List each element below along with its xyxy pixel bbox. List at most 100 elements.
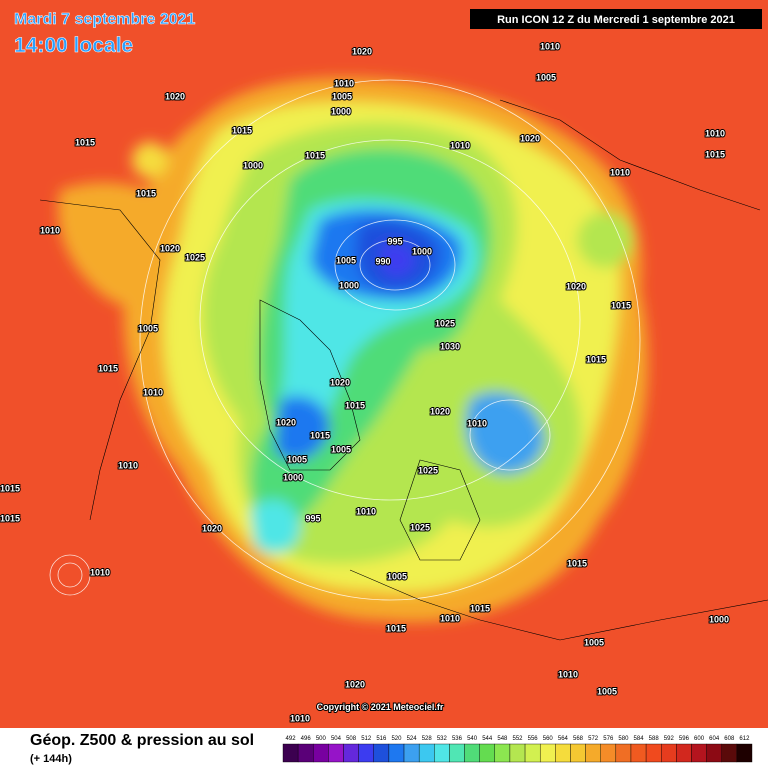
isobar-label: 1020	[345, 679, 365, 689]
isobar-label: 1000	[709, 614, 729, 624]
isobar-label: 1015	[345, 400, 365, 410]
legend-label: 596	[679, 736, 690, 742]
isobar-label: 1010	[356, 506, 376, 516]
legend-label: 564	[558, 736, 569, 742]
legend-swatch	[645, 743, 662, 763]
legend-swatch	[464, 743, 480, 763]
isobar-label: 1010	[705, 128, 725, 138]
legend-swatch	[615, 743, 632, 763]
legend-swatch	[630, 743, 647, 763]
legend-swatch	[313, 743, 329, 763]
legend-swatch	[494, 743, 511, 763]
isobar-label: 1010	[334, 78, 354, 88]
legend-label: 500	[316, 736, 327, 742]
legend-label: 512	[361, 736, 372, 742]
run-box	[470, 9, 762, 29]
isobar-label: 1000	[243, 160, 263, 170]
isobar-label: 1015	[0, 513, 20, 523]
legend-swatch	[524, 743, 541, 763]
legend-label: 508	[346, 736, 357, 742]
isobar-label: 1000	[331, 106, 351, 116]
isobar-label: 1020	[165, 91, 185, 101]
isobar-label: 1010	[450, 140, 470, 150]
isobar-label: 1015	[98, 363, 118, 373]
legend-label: 612	[739, 736, 750, 742]
isobar-label: 1005	[331, 444, 351, 454]
isobar-labels: 1020 1010 1005 1020 1010 1005 1000 1015 1015 1010…	[0, 40, 730, 724]
legend-swatch	[539, 743, 556, 763]
isobar-label: 1015	[305, 150, 325, 160]
isobar-label: 1025	[418, 465, 438, 475]
isobar-label: 1015	[0, 483, 20, 493]
isobar-label: 1030	[440, 341, 460, 351]
isobar-label: 1015	[386, 623, 406, 633]
isobar-label: 1005	[584, 637, 604, 647]
legend-swatch	[600, 743, 617, 763]
run-info: Run ICON 12 Z du Mercredi 1 septembre 20…	[497, 14, 735, 26]
isobar-label: 1010	[40, 225, 60, 235]
isobar-label: 1005	[597, 686, 617, 696]
legend-swatch	[661, 743, 677, 763]
isobar-label: 1000	[283, 472, 303, 482]
legend-label: 580	[618, 736, 629, 742]
legend-label: 528	[422, 736, 433, 742]
footer-lead: (+ 144h)	[30, 753, 72, 765]
isobar-label: 1005	[336, 255, 356, 265]
legend-label: 584	[634, 736, 645, 742]
footer-title: Géop. Z500 & pression au sol	[30, 732, 254, 749]
legend-label: 576	[603, 736, 614, 742]
legend-swatch	[676, 743, 692, 763]
legend-label: 552	[512, 736, 523, 742]
legend-label: 532	[437, 736, 448, 742]
isobar-label: 1005	[536, 72, 556, 82]
isobar-label: 1015	[705, 149, 725, 159]
isobar-label: 1015	[611, 300, 631, 310]
local-time: 14:00 locale	[14, 34, 133, 57]
legend-swatch	[585, 743, 601, 763]
isobar-label: 1010	[118, 460, 138, 470]
isobar-label: 1020	[202, 523, 222, 533]
isobar-lines	[49, 79, 641, 601]
isobar-label: 1010	[467, 418, 487, 428]
isobar-label: 1010	[610, 167, 630, 177]
isobar-label: 1005	[138, 323, 158, 333]
isobar-label: 995	[305, 513, 320, 523]
coastlines	[39, 99, 768, 641]
legend-label: 548	[497, 736, 508, 742]
isobar-label: 1005	[387, 571, 407, 581]
legend-label: 568	[573, 736, 584, 742]
legend-label: 572	[588, 736, 599, 742]
legend-swatch	[297, 743, 314, 763]
legend-swatch	[509, 743, 526, 763]
legend-label: 544	[482, 736, 493, 742]
isobar-label: 1020	[352, 46, 372, 56]
legend-label: 592	[664, 736, 675, 742]
colorbar: 492 496 500 504 508 512 516 520 524 528 532 536 540 5…	[282, 736, 753, 763]
legend-label: 588	[649, 736, 660, 742]
isobar-label: 1010	[440, 613, 460, 623]
isobar-label: 1020	[566, 281, 586, 291]
legend-swatch	[555, 743, 571, 763]
legend-label: 600	[694, 736, 705, 742]
legend-swatch	[403, 743, 420, 763]
legend-swatch	[373, 743, 390, 763]
legend-label: 604	[709, 736, 720, 742]
isobar-label: 1020	[330, 377, 350, 387]
isobar-label: 1015	[136, 188, 156, 198]
isobar-label: 1010	[540, 41, 560, 51]
isobar-label: 1020	[430, 406, 450, 416]
isobar-label: 1000	[339, 280, 359, 290]
legend-label: 560	[543, 736, 554, 742]
isobar-label: 1015	[232, 125, 252, 135]
legend-swatch	[736, 743, 753, 763]
legend-swatch	[570, 743, 586, 763]
isobar-label: 1020	[160, 243, 180, 253]
legend-swatch	[434, 743, 450, 763]
legend-swatch	[328, 743, 344, 763]
isobar-label: 1015	[470, 603, 490, 613]
legend-label: 504	[331, 736, 342, 742]
isobar-label: 1010	[290, 713, 310, 723]
legend-swatch	[282, 743, 299, 763]
isobar-label: 1025	[185, 252, 205, 262]
legend-label: 496	[301, 736, 312, 742]
